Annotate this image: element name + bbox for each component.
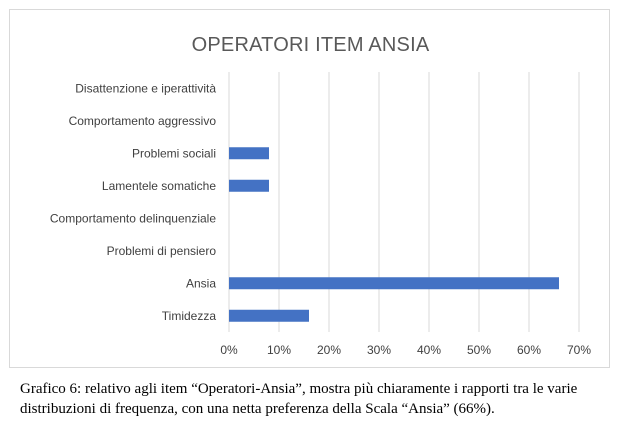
x-tick-label: 60% bbox=[517, 343, 541, 357]
category-label: Timidezza bbox=[162, 309, 217, 323]
category-label: Ansia bbox=[186, 276, 216, 290]
bar bbox=[229, 147, 269, 160]
x-tick-label: 0% bbox=[220, 343, 238, 357]
x-tick-label: 40% bbox=[417, 343, 441, 357]
bar bbox=[229, 309, 309, 322]
x-tick-label: 70% bbox=[567, 343, 591, 357]
category-label: Lamentele somatiche bbox=[102, 179, 216, 193]
chart-title: OPERATORI ITEM ANSIA bbox=[191, 34, 430, 56]
chart-frame: OPERATORI ITEM ANSIA 0% 10% 20% 30% 40% 50% 60… bbox=[9, 9, 610, 368]
category-label: Problemi di pensiero bbox=[107, 244, 217, 258]
x-tick-label: 30% bbox=[367, 343, 391, 357]
x-tick-label: 50% bbox=[467, 343, 491, 357]
figure-caption: Grafico 6: relativo agli item “Operatori… bbox=[20, 381, 578, 417]
category-label: Comportamento aggressivo bbox=[69, 114, 217, 128]
x-tick-label: 20% bbox=[317, 343, 341, 357]
x-tick-label: 10% bbox=[267, 343, 291, 357]
bar bbox=[229, 179, 269, 192]
category-label: Problemi sociali bbox=[132, 146, 216, 160]
category-label: Disattenzione e iperattività bbox=[75, 81, 216, 95]
bar-chart: 0% 10% 20% 30% 40% 50% 60% 70% Disattenzione e i… bbox=[50, 72, 591, 357]
bar bbox=[229, 277, 559, 290]
category-label: Comportamento delinquenziale bbox=[50, 211, 216, 225]
